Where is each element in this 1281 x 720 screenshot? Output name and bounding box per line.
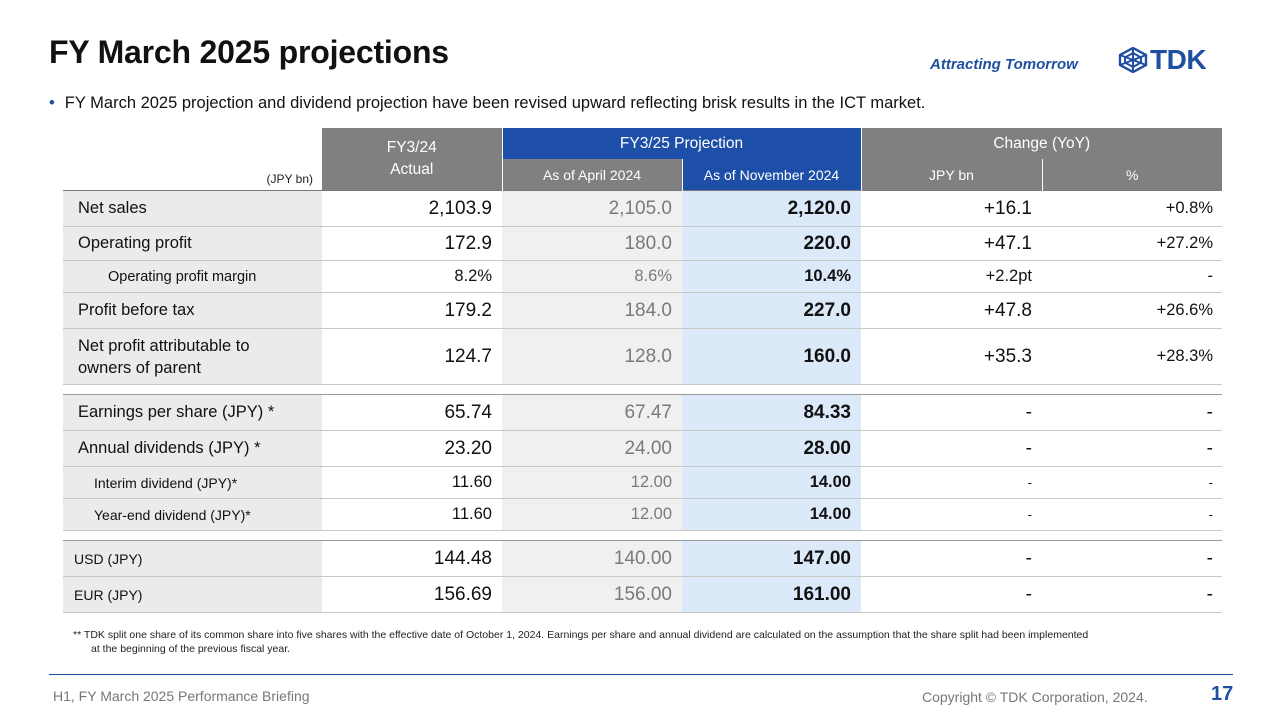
- cell-change: -: [861, 430, 1042, 467]
- slide-title: FY March 2025 projections: [49, 34, 449, 70]
- header-fy24-line1: FY3/24: [386, 139, 437, 156]
- cell-november: 227.0: [682, 292, 861, 329]
- row-label-line2: owners of parent: [78, 358, 201, 377]
- row-label: Year-end dividend (JPY)*: [63, 498, 322, 531]
- row-label-line1: Net profit attributable to: [78, 336, 250, 355]
- cell-pct: -: [1042, 394, 1222, 431]
- row-gap: [63, 530, 1222, 541]
- brand-tagline: Attracting Tomorrow: [930, 56, 1078, 73]
- summary-text: FY March 2025 projection and dividend pr…: [64, 94, 926, 112]
- cell-change: -: [861, 466, 1042, 499]
- cell-november: 10.4%: [682, 260, 861, 293]
- page-number: 17: [1211, 683, 1234, 705]
- cell-november: 160.0: [682, 328, 861, 385]
- footer-copyright: Copyright © TDK Corporation, 2024.: [922, 689, 1148, 705]
- cell-change: +16.1: [861, 190, 1042, 227]
- cell-pct: +0.8%: [1042, 190, 1222, 227]
- cell-fy24: 11.60: [322, 466, 502, 499]
- cell-april: 140.00: [502, 540, 682, 577]
- cell-fy24: 65.74: [322, 394, 502, 431]
- cell-pct: -: [1042, 260, 1222, 293]
- cell-change: -: [861, 394, 1042, 431]
- cell-november: 147.00: [682, 540, 861, 577]
- row-label: Net sales: [63, 190, 322, 227]
- cell-change: -: [861, 576, 1042, 613]
- cell-april: 24.00: [502, 430, 682, 467]
- row-label: USD (JPY): [63, 540, 322, 577]
- footer-presentation-title: H1, FY March 2025 Performance Briefing: [53, 688, 310, 704]
- header-fy25-projection: FY3/25 Projection: [501, 128, 861, 159]
- cell-pct: -: [1042, 430, 1222, 467]
- cell-fy24: 23.20: [322, 430, 502, 467]
- footnote: ** TDK split one share of its common sha…: [73, 629, 1243, 656]
- row-gap: [63, 384, 1222, 395]
- cell-pct: +26.6%: [1042, 292, 1222, 329]
- row-label: Profit before tax: [63, 292, 322, 329]
- row-label: Earnings per share (JPY) *: [63, 394, 322, 431]
- row-label: Net profit attributable to owners of par…: [63, 328, 322, 385]
- header-fy24-line2: Actual: [390, 161, 434, 178]
- cell-april: 128.0: [502, 328, 682, 385]
- projections-table: (JPY bn) FY3/24 Actual FY3/25 Projection…: [63, 128, 1222, 613]
- header-change-yoy: Change (YoY): [860, 128, 1222, 159]
- cell-change: -: [861, 498, 1042, 531]
- row-label: EUR (JPY): [63, 576, 322, 613]
- cell-pct: -: [1042, 540, 1222, 577]
- cell-change: +47.8: [861, 292, 1042, 329]
- cell-november: 2,120.0: [682, 190, 861, 227]
- bullet-dot-icon: •: [49, 94, 55, 112]
- subheader-jpybn: JPY bn: [860, 159, 1042, 191]
- cell-fy24: 144.48: [322, 540, 502, 577]
- subheader-pct: %: [1041, 159, 1222, 191]
- cell-fy24: 124.7: [322, 328, 502, 385]
- cell-november: 14.00: [682, 498, 861, 531]
- cell-fy24: 8.2%: [322, 260, 502, 293]
- cell-april: 8.6%: [502, 260, 682, 293]
- tdk-logo: TDK: [1118, 44, 1207, 76]
- summary-bullet: • FY March 2025 projection and dividend p…: [49, 94, 925, 113]
- cell-fy24: 172.9: [322, 226, 502, 261]
- cell-fy24: 179.2: [322, 292, 502, 329]
- row-label: Interim dividend (JPY)*: [63, 466, 322, 499]
- cell-pct: -: [1042, 466, 1222, 499]
- cell-fy24: 156.69: [322, 576, 502, 613]
- footnote-line1: ** TDK split one share of its common sha…: [73, 629, 1089, 641]
- cell-november: 220.0: [682, 226, 861, 261]
- logo-wordmark: TDK: [1150, 44, 1207, 75]
- cell-april: 67.47: [502, 394, 682, 431]
- header-fy24-actual: FY3/24 Actual: [322, 128, 502, 191]
- footnote-line2: at the beginning of the previous fiscal …: [91, 642, 291, 655]
- cell-april: 180.0: [502, 226, 682, 261]
- cell-pct: -: [1042, 576, 1222, 613]
- row-label: Annual dividends (JPY) *: [63, 430, 322, 467]
- cell-fy24: 2,103.9: [322, 190, 502, 227]
- cell-april: 184.0: [502, 292, 682, 329]
- tdk-emblem-icon: [1118, 47, 1148, 73]
- subheader-april: As of April 2024: [501, 159, 682, 191]
- cell-april: 156.00: [502, 576, 682, 613]
- cell-april: 2,105.0: [502, 190, 682, 227]
- cell-change: +47.1: [861, 226, 1042, 261]
- cell-pct: +27.2%: [1042, 226, 1222, 261]
- unit-label: (JPY bn): [266, 172, 313, 186]
- cell-november: 28.00: [682, 430, 861, 467]
- cell-fy24: 11.60: [322, 498, 502, 531]
- cell-november: 14.00: [682, 466, 861, 499]
- cell-november: 161.00: [682, 576, 861, 613]
- cell-change: -: [861, 540, 1042, 577]
- cell-change: +35.3: [861, 328, 1042, 385]
- footer-divider: [49, 674, 1233, 675]
- cell-april: 12.00: [502, 498, 682, 531]
- row-label: Operating profit margin: [63, 260, 322, 293]
- cell-pct: +28.3%: [1042, 328, 1222, 385]
- cell-november: 84.33: [682, 394, 861, 431]
- row-label: Operating profit: [63, 226, 322, 261]
- cell-april: 12.00: [502, 466, 682, 499]
- cell-change: +2.2pt: [861, 260, 1042, 293]
- cell-pct: -: [1042, 498, 1222, 531]
- subheader-november: As of November 2024: [681, 159, 861, 191]
